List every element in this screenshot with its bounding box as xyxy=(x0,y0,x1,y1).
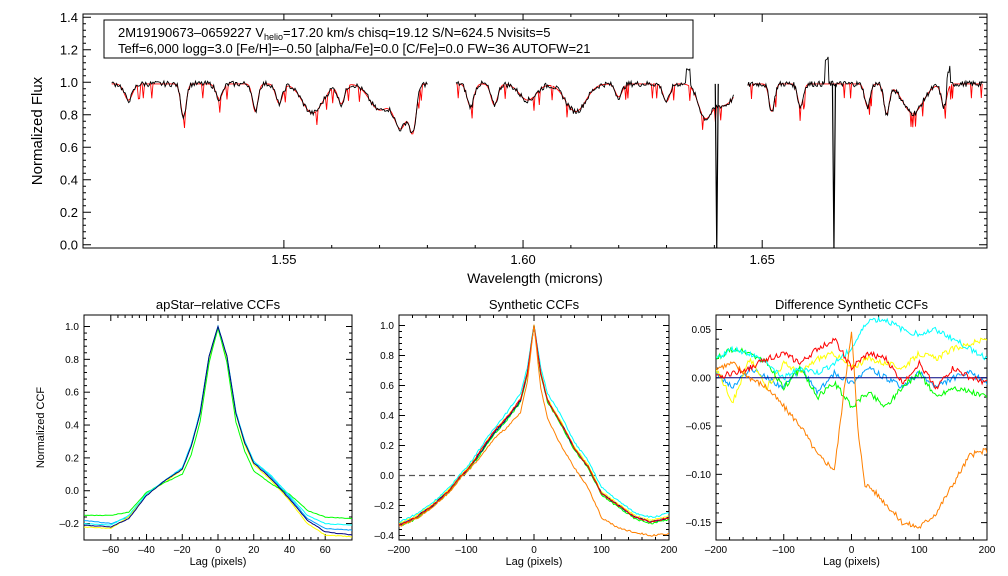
x-tick-label: 200 xyxy=(979,545,996,556)
ccf-series-3 xyxy=(399,324,669,527)
y-tick-label: –0.15 xyxy=(686,518,711,529)
apstar-relative-ccf-panel: apStar–relative CCFs –60 –40 –20 0 20 40 60 –0.2… xyxy=(35,297,353,568)
x-tick-label: –200 xyxy=(705,545,728,556)
y-tick-label: 0.0 xyxy=(65,486,79,497)
ccf-series-5 xyxy=(84,324,352,536)
x-axis-label: Wavelength (microns) xyxy=(467,270,603,286)
y-tick-label: 0.6 xyxy=(60,140,78,155)
y-tick-label: 0.6 xyxy=(65,388,79,399)
y-tick-label: 0.8 xyxy=(65,355,79,366)
y-tick-label: 0.8 xyxy=(380,351,394,362)
y-tick-label: –0.2 xyxy=(375,501,395,512)
x-tick-label: –60 xyxy=(102,545,119,556)
y-axis-label: Normalized Flux xyxy=(29,76,46,185)
y-tick-label: 0.2 xyxy=(60,205,78,220)
synthetic-spectrum-chip-3 xyxy=(747,83,983,128)
y-tick-label: –0.10 xyxy=(686,470,711,481)
ccf-series-7 xyxy=(716,331,987,529)
y-tick-label: 0.00 xyxy=(692,373,712,384)
x-tick-label: 20 xyxy=(248,545,260,556)
y-tick-label: 0.0 xyxy=(60,237,78,252)
x-tick-label: –20 xyxy=(174,545,191,556)
y-tick-label: 1.0 xyxy=(380,321,394,332)
ccf-series-2 xyxy=(84,326,352,538)
x-axis-label: Lag (pixels) xyxy=(506,556,563,568)
difference-synthetic-ccf-panel: Difference Synthetic CCFs –200 –100 0 100 200… xyxy=(686,297,996,568)
x-tick-label: 1.60 xyxy=(510,252,535,267)
observed-spectrum-chip-2 xyxy=(455,68,734,122)
y-tick-label: 0.0 xyxy=(380,471,394,482)
x-tick-label: –100 xyxy=(455,545,478,556)
x-axis-label: Lag (pixels) xyxy=(823,556,880,568)
synthetic-ccf-panel: Synthetic CCFs –200 –100 0 100 200 –0.4 –0.2 0.0… xyxy=(375,297,678,568)
x-tick-label: –100 xyxy=(773,545,796,556)
deep-absorption-line xyxy=(831,83,837,248)
x-tick-label: 100 xyxy=(911,545,928,556)
y-tick-label: 0.05 xyxy=(692,325,712,336)
annotation-stats: =17.20 km/s chisq=19.12 S/N=624.5 Nvisit… xyxy=(283,25,550,40)
ccf-series-3 xyxy=(84,327,352,520)
plot-frame xyxy=(83,314,353,541)
y-axis-label: Normalized CCF xyxy=(35,387,47,469)
plot-frame xyxy=(398,314,670,541)
annotation-box: 2M19190673–0659227 Vhelio=17.20 km/s chi… xyxy=(103,19,694,59)
y-tick-label: 1.0 xyxy=(60,75,78,90)
x-tick-label: 0 xyxy=(215,545,221,556)
x-tick-label: –200 xyxy=(388,545,411,556)
observed-spectrum-chip-1 xyxy=(111,79,428,134)
y-tick-label: 0.2 xyxy=(65,453,79,464)
y-tick-label: 0.2 xyxy=(380,441,394,452)
x-axis-label: Lag (pixels) xyxy=(190,556,247,568)
y-tick-label: 0.4 xyxy=(380,411,394,422)
ccf-series-1 xyxy=(84,326,352,531)
y-tick-label: 0.6 xyxy=(380,381,394,392)
ccf-series-2 xyxy=(716,337,987,404)
ccf-series-2 xyxy=(399,326,669,525)
deep-absorption-line xyxy=(714,83,719,248)
x-tick-label: 60 xyxy=(320,545,332,556)
annotation-frame xyxy=(103,19,694,59)
spectrum-panel: 1.55 1.60 1.65 0.0 0.2 0.4 0.6 0.8 1.0 1.2 1.4 Wave… xyxy=(29,10,988,286)
x-tick-label: 1.65 xyxy=(750,252,775,267)
annotation-line-1: 2M19190673–0659227 Vhelio=17.20 km/s chi… xyxy=(118,25,550,42)
plot-frame xyxy=(82,13,988,249)
panel-title: Difference Synthetic CCFs xyxy=(775,297,928,312)
y-tick-label: –0.2 xyxy=(60,519,80,530)
x-tick-label: –40 xyxy=(138,545,155,556)
ccf-series-6 xyxy=(716,337,987,390)
x-tick-label: 100 xyxy=(593,545,610,556)
annotation-object: 2M19190673–0659227 V xyxy=(118,25,264,40)
y-tick-label: –0.4 xyxy=(375,531,395,542)
x-tick-label: 1.55 xyxy=(271,252,296,267)
x-tick-label: 0 xyxy=(531,545,537,556)
y-tick-label: 0.4 xyxy=(65,421,79,432)
x-tick-label: 40 xyxy=(284,545,296,556)
ccf-series-4 xyxy=(84,324,352,526)
panel-title: apStar–relative CCFs xyxy=(156,297,281,312)
x-tick-label: 0 xyxy=(849,545,855,556)
annotation-subscript: helio xyxy=(264,32,283,42)
panel-title: Synthetic CCFs xyxy=(489,297,580,312)
ccf-series-1 xyxy=(399,325,669,526)
annotation-line-2: Teff=6,000 logg=3.0 [Fe/H]=–0.50 [alpha/… xyxy=(118,41,591,56)
ccf-series-6 xyxy=(399,326,669,525)
ccf-series-7 xyxy=(399,324,669,537)
y-tick-label: 0.4 xyxy=(60,172,78,187)
ccf-series-4 xyxy=(399,325,669,523)
y-tick-label: 0.8 xyxy=(60,107,78,122)
y-tick-label: –0.05 xyxy=(686,422,711,433)
y-tick-label: 1.2 xyxy=(60,42,78,57)
y-tick-label: 1.4 xyxy=(60,10,78,25)
ccf-series-5 xyxy=(399,325,669,526)
y-tick-label: 1.0 xyxy=(65,322,79,333)
x-tick-label: 200 xyxy=(661,545,678,556)
synthetic-spectrum-chip-2 xyxy=(456,83,734,130)
observed-spectrum-chip-3 xyxy=(747,56,983,117)
